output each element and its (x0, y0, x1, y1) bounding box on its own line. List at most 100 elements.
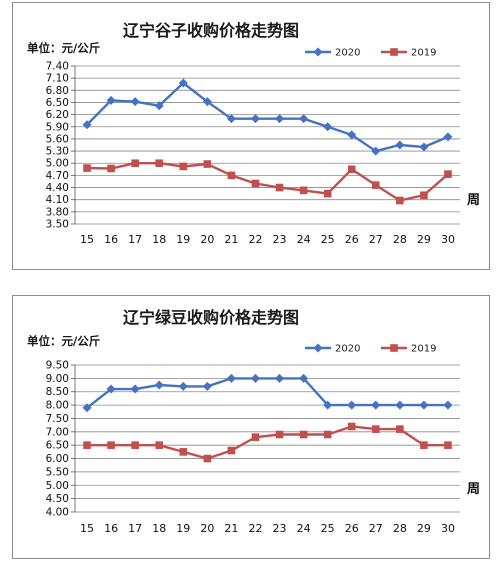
x-tick-label: 16 (104, 233, 118, 246)
data-point-2019 (227, 171, 236, 180)
data-point-2020 (250, 373, 260, 383)
data-point-2020 (202, 381, 212, 391)
data-point-2019 (155, 441, 164, 449)
data-point-2019 (444, 170, 452, 178)
y-tick-label: 6.00 (46, 453, 69, 465)
y-tick-label: 5.60 (46, 133, 69, 145)
data-point-2019 (155, 159, 164, 168)
data-point-2019 (107, 164, 115, 173)
x-tick-label: 28 (393, 522, 407, 535)
y-tick-label: 7.10 (46, 73, 69, 85)
data-point-2020 (371, 400, 381, 410)
millet-chart-svg: 辽宁谷子收购价格走势图单位：元/公斤3.503.804.104.404.705.… (27, 21, 480, 246)
data-point-2019 (420, 191, 428, 200)
legend-label-2020: 2020 (335, 48, 360, 59)
x-tick-label: 23 (273, 522, 287, 535)
data-point-2020 (226, 114, 236, 124)
y-tick-label: 4.00 (46, 507, 69, 519)
x-tick-label: 22 (248, 233, 262, 246)
data-point-2020 (154, 380, 164, 390)
data-point-2020 (106, 384, 116, 394)
data-point-2019 (323, 189, 332, 198)
legend-label-2020: 2020 (335, 344, 360, 355)
x-tick-label: 20 (200, 233, 214, 246)
data-point-2020 (250, 114, 260, 124)
y-tick-label: 6.80 (46, 85, 69, 97)
x-tick-label: 18 (152, 233, 166, 246)
data-point-2019 (131, 159, 139, 168)
y-tick-label: 5.00 (46, 480, 69, 492)
data-point-2020 (419, 400, 429, 410)
data-point-2019 (227, 446, 236, 455)
x-tick-label: 30 (441, 522, 455, 535)
legend-marker-2020 (313, 343, 323, 353)
x-axis-label: 周 (467, 482, 480, 497)
y-tick-label: 3.80 (46, 206, 69, 218)
legend-marker-2019 (390, 344, 398, 352)
data-point-2020 (275, 373, 285, 383)
y-tick-label: 4.50 (46, 493, 69, 505)
data-point-2020 (395, 140, 405, 150)
x-tick-label: 30 (441, 233, 455, 246)
x-tick-label: 21 (224, 522, 238, 535)
x-tick-label: 17 (128, 233, 142, 246)
data-point-2020 (443, 400, 453, 410)
x-tick-label: 15 (80, 233, 94, 246)
data-point-2019 (275, 430, 284, 439)
chart-title: 辽宁绿豆收购价格走势图 (123, 308, 299, 327)
y-tick-label: 8.50 (46, 386, 69, 398)
data-point-2020 (202, 97, 212, 107)
data-point-2020 (275, 114, 285, 124)
y-tick-label: 4.10 (46, 194, 69, 206)
x-tick-label: 25 (321, 522, 335, 535)
y-tick-label: 5.00 (46, 158, 69, 170)
data-point-2019 (203, 160, 212, 168)
data-point-2019 (251, 433, 260, 441)
x-tick-label: 16 (104, 522, 118, 535)
data-point-2019 (396, 425, 404, 433)
x-tick-label: 25 (321, 233, 335, 246)
data-point-2020 (395, 400, 405, 410)
data-point-2019 (131, 441, 139, 449)
x-tick-label: 23 (273, 233, 287, 246)
mungbean-price-chart: 辽宁绿豆收购价格走势图 单位：元/公斤 4.00 4.50 5.00 5.50 6.00 6.… (12, 295, 490, 559)
data-point-2020 (419, 142, 429, 152)
data-point-2020 (178, 78, 188, 88)
legend-label-2019: 2019 (411, 48, 436, 59)
x-tick-label: 27 (369, 522, 383, 535)
legend-marker-2019 (390, 48, 398, 56)
y-tick-label: 4.40 (46, 182, 69, 194)
y-tick-label: 6.20 (46, 109, 69, 121)
data-point-2019 (179, 448, 188, 456)
series-line-2019 (87, 425, 448, 460)
x-tick-label: 19 (176, 233, 190, 246)
x-tick-label: 26 (345, 233, 359, 246)
x-tick-label: 29 (417, 522, 431, 535)
y-tick-label: 3.50 (46, 219, 69, 231)
series-line-2020 (86, 81, 449, 153)
y-tick-label: 5.90 (46, 121, 69, 133)
unit-label: 单位：元/公斤 (27, 41, 100, 55)
data-point-2019 (444, 441, 452, 449)
data-point-2019 (347, 165, 356, 174)
data-point-2019 (323, 430, 332, 439)
x-tick-label: 24 (297, 522, 311, 535)
y-tick-label: 9.00 (46, 373, 69, 385)
data-point-2020 (323, 400, 333, 410)
data-point-2019 (299, 186, 308, 195)
y-tick-label: 7.50 (46, 413, 69, 425)
x-tick-label: 19 (176, 522, 190, 535)
data-point-2020 (130, 384, 140, 394)
data-point-2020 (130, 97, 140, 107)
x-tick-label: 29 (417, 233, 431, 246)
data-point-2019 (83, 164, 91, 172)
data-point-2019 (299, 430, 308, 439)
x-tick-label: 27 (369, 233, 383, 246)
data-point-2019 (275, 183, 284, 192)
legend-label-2019: 2019 (411, 344, 436, 355)
data-point-2020 (299, 114, 309, 124)
series-line-2020 (86, 377, 448, 409)
data-point-2020 (82, 120, 92, 130)
x-axis-label: 周 (467, 193, 480, 208)
